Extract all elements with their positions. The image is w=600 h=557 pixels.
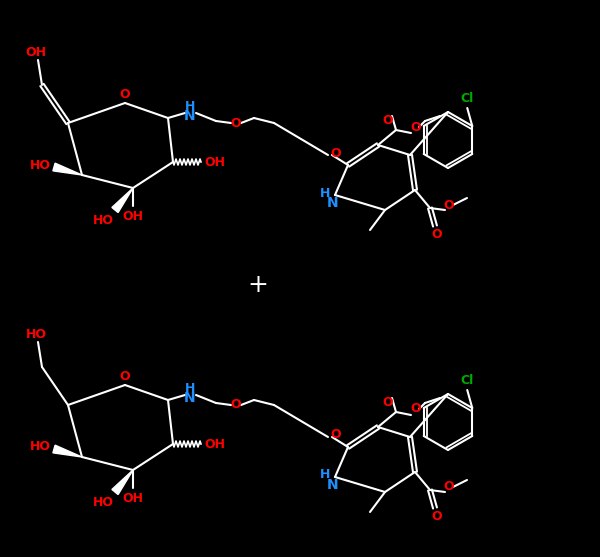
Text: OH: OH [205, 155, 226, 169]
Text: HO: HO [29, 441, 50, 453]
Text: O: O [443, 198, 454, 212]
Text: HO: HO [92, 496, 113, 509]
Text: O: O [383, 395, 394, 408]
Text: O: O [230, 398, 241, 412]
Text: N: N [184, 109, 196, 123]
Text: H: H [320, 187, 330, 199]
Text: H: H [185, 382, 195, 394]
Text: O: O [331, 146, 341, 159]
Polygon shape [53, 163, 82, 175]
Text: O: O [443, 481, 454, 494]
Text: N: N [327, 196, 339, 210]
Text: HO: HO [26, 328, 47, 340]
Text: OH: OH [26, 46, 47, 58]
Text: O: O [230, 116, 241, 129]
Text: O: O [119, 369, 130, 383]
Text: HO: HO [29, 159, 50, 172]
Text: O: O [410, 120, 421, 134]
Polygon shape [112, 470, 133, 495]
Polygon shape [112, 188, 133, 213]
Text: HO: HO [92, 213, 113, 227]
Text: OH: OH [122, 209, 143, 222]
Text: O: O [410, 403, 421, 416]
Text: Cl: Cl [461, 374, 474, 387]
Text: O: O [331, 428, 341, 442]
Text: O: O [431, 510, 442, 522]
Text: N: N [327, 478, 339, 492]
Text: N: N [184, 391, 196, 405]
Text: OH: OH [205, 437, 226, 451]
Polygon shape [53, 445, 82, 457]
Text: O: O [431, 227, 442, 241]
Text: +: + [248, 273, 268, 297]
Text: H: H [320, 468, 330, 481]
Text: O: O [119, 87, 130, 100]
Text: OH: OH [122, 491, 143, 505]
Text: O: O [383, 114, 394, 126]
Text: H: H [185, 100, 195, 113]
Text: Cl: Cl [461, 91, 474, 105]
